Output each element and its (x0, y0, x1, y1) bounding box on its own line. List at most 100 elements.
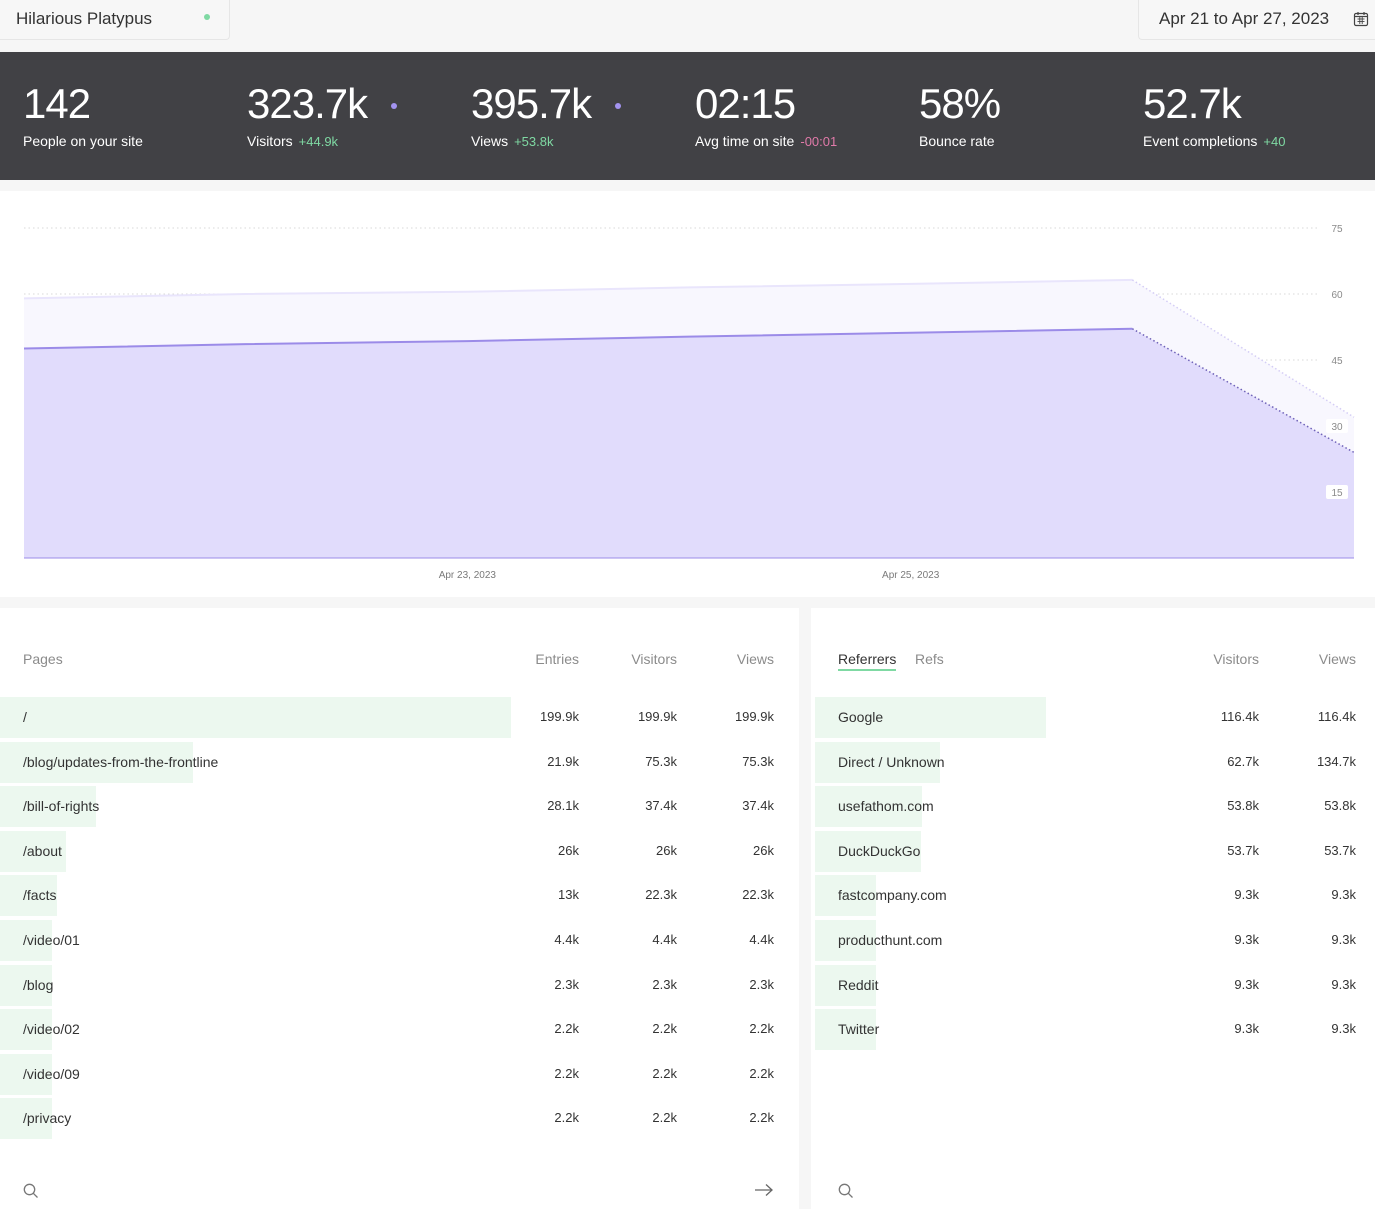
cell-views: 199.9k (734, 709, 774, 724)
search-icon[interactable] (837, 1182, 855, 1200)
stat-label-text: Event completions (1143, 133, 1258, 149)
cell-visitors: 26k (656, 842, 677, 858)
pages-col-views[interactable]: Views (736, 651, 774, 667)
table-row[interactable]: Reddit 9.3k 9.3k (811, 964, 1375, 1006)
table-row[interactable]: /privacy 2.2k 2.2k 2.2k (0, 1098, 799, 1140)
cell-visitors: 2.2k (652, 1021, 677, 1037)
table-row[interactable]: /about 26k 26k 26k (0, 830, 799, 872)
table-row[interactable]: fastcompany.com 9.3k 9.3k (811, 875, 1375, 917)
referrers-col-visitors[interactable]: Visitors (1213, 651, 1259, 667)
table-row[interactable]: producthunt.com 9.3k 9.3k (811, 920, 1375, 961)
stat-label-text: Views (471, 133, 509, 149)
table-row[interactable]: DuckDuckGo 53.7k 53.7k (811, 830, 1375, 872)
y-tick-label: 30 (1331, 422, 1343, 433)
tab-referrers-label: Referrers (838, 651, 897, 671)
y-tick-label: 60 (1331, 290, 1343, 301)
row-share-bar (0, 830, 66, 872)
page-path: /video/01 (23, 932, 80, 948)
cell-visitors: 4.4k (652, 932, 677, 947)
referrers-col-views[interactable]: Views (1318, 651, 1356, 667)
top-bar: Hilarious Platypus Apr 21 to Apr 27, 202… (0, 0, 1375, 52)
series-dot-icon (391, 103, 397, 109)
row-share-bar (815, 786, 922, 828)
cell-views: 9.3k (1331, 932, 1356, 947)
row-share-bar (815, 875, 876, 917)
cell-visitors: 199.9k (637, 709, 677, 724)
table-row[interactable]: / 199.9k 199.9k 199.9k (0, 697, 799, 738)
cell-visitors: 75.3k (645, 753, 677, 769)
stat-delta: +53.8k (514, 134, 554, 149)
page-path: /video/09 (23, 1065, 80, 1082)
table-row[interactable]: /blog 2.3k 2.3k 2.3k (0, 964, 799, 1006)
stat-value: 58% (919, 80, 1001, 127)
row-share-bar (815, 964, 876, 1006)
referrer-name: Twitter (838, 1021, 880, 1038)
row-share-bar (0, 875, 57, 917)
traffic-chart-svg[interactable]: 15 30 45 60 75 Apr 23, 2023 Apr 25, 2023 (0, 191, 1375, 597)
row-share-bar (815, 697, 1046, 738)
table-row[interactable]: /facts 13k 22.3k 22.3k (0, 875, 799, 917)
table-row[interactable]: /blog/updates-from-the-frontline 21.9k 75.… (0, 741, 799, 783)
row-share-bar (815, 920, 876, 961)
cell-views: 116.4k (1317, 709, 1356, 724)
row-share-bar (0, 786, 96, 828)
referrer-name: usefathom.com (838, 798, 934, 815)
referrer-name: producthunt.com (838, 932, 943, 948)
cell-entries: 2.3k (554, 976, 579, 992)
cell-entries: 2.2k (554, 1110, 579, 1126)
pages-col-visitors[interactable]: Visitors (631, 651, 677, 667)
stat-label-text: Visitors (247, 133, 293, 149)
stat-delta: +40 (1263, 134, 1286, 149)
page-path: / (23, 709, 27, 725)
table-row[interactable]: Twitter 9.3k 9.3k (811, 1009, 1375, 1051)
y-tick-bg (1326, 485, 1348, 499)
table-row[interactable]: /bill-of-rights 28.1k 37.4k 37.4k (0, 786, 799, 828)
stat-label-text: Avg time on site (695, 133, 795, 149)
cell-views: 53.8k (1324, 798, 1356, 814)
cell-visitors: 22.3k (645, 887, 677, 903)
stat-value: 395.7k (471, 80, 592, 127)
pages-col-entries[interactable]: Entries (535, 651, 579, 667)
cell-visitors: 2.3k (652, 976, 677, 992)
cell-views: 2.2k (749, 1065, 774, 1081)
cell-entries: 13k (558, 887, 579, 903)
tab-refs[interactable]: Refs (915, 651, 944, 667)
site-selector[interactable]: Hilarious Platypus (0, 0, 230, 40)
cell-entries: 4.4k (554, 932, 579, 947)
views-line (23, 278, 1133, 300)
table-row[interactable]: usefathom.com 53.8k 53.8k (811, 786, 1375, 828)
stat-label: Views +53.8k (471, 133, 554, 149)
site-name: Hilarious Platypus (16, 9, 153, 28)
cell-visitors: 9.3k (1234, 1021, 1259, 1037)
row-share-bar (0, 1009, 52, 1051)
y-tick-label: 75 (1331, 224, 1343, 235)
tab-referrers[interactable]: Referrers (838, 651, 897, 671)
page-path: /privacy (23, 1110, 72, 1127)
cell-entries: 199.9k (539, 709, 579, 724)
table-row[interactable]: Direct / Unknown 62.7k 134.7k (811, 741, 1375, 783)
table-row[interactable]: /video/02 2.2k 2.2k 2.2k (0, 1009, 799, 1051)
stat-label: Avg time on site -00:01 (695, 133, 837, 149)
table-row[interactable]: /video/09 2.2k 2.2k 2.2k (0, 1053, 799, 1095)
visitors-area (24, 328, 1354, 558)
referrer-name: DuckDuckGo (838, 842, 921, 859)
arrow-right-icon[interactable] (753, 1182, 775, 1198)
cell-visitors: 37.4k (645, 798, 677, 814)
cell-visitors: 53.8k (1227, 798, 1259, 814)
stat-label: Visitors +44.9k (247, 133, 338, 149)
row-share-bar (815, 741, 940, 783)
search-icon[interactable] (22, 1182, 40, 1200)
table-row[interactable]: /video/01 4.4k 4.4k 4.4k (0, 920, 799, 961)
series-dot-icon (615, 103, 621, 109)
cell-views: 37.4k (742, 798, 774, 814)
y-tick-bg (1326, 419, 1348, 433)
referrer-name: fastcompany.com (838, 887, 947, 904)
pages-panel: Pages Entries Visitors Views / 199.9k 199.… (0, 608, 799, 1209)
date-range-picker[interactable]: Apr 21 to Apr 27, 2023 (1138, 0, 1375, 40)
date-range-label: Apr 21 to Apr 27, 2023 (1159, 9, 1330, 28)
row-share-bar (0, 1053, 52, 1095)
page-path: /blog/updates-from-the-frontline (23, 753, 219, 770)
table-row[interactable]: Google 116.4k 116.4k (811, 697, 1375, 738)
stat-label-text: People on your site (23, 133, 143, 149)
cell-visitors: 9.3k (1234, 976, 1259, 992)
